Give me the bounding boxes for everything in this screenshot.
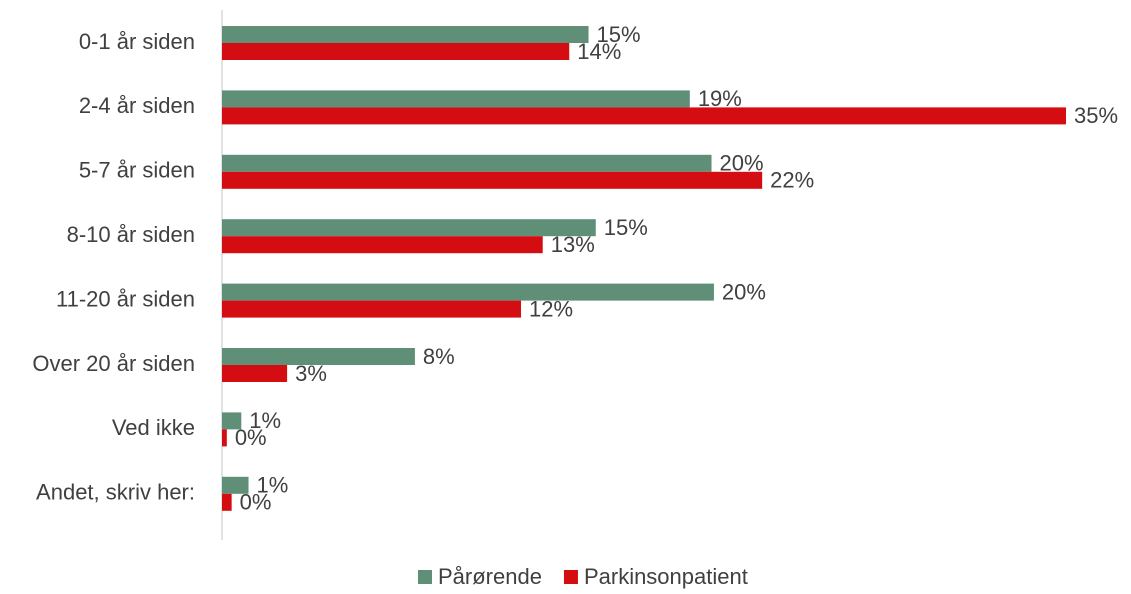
data-label: 3%: [295, 361, 327, 386]
legend-swatch: [418, 570, 432, 584]
y-tick-label: 0-1 år siden: [79, 29, 195, 54]
bar: [222, 300, 522, 318]
y-tick-label: Over 20 år siden: [32, 351, 195, 376]
bar: [222, 219, 596, 237]
legend-label: Pårørende: [438, 564, 542, 589]
bar: [222, 283, 714, 301]
y-tick-label: 2-4 år siden: [79, 93, 195, 118]
data-label: 19%: [698, 86, 742, 111]
bar: [222, 493, 232, 511]
data-label: 12%: [529, 296, 573, 321]
bar: [222, 154, 712, 172]
bar: [222, 43, 570, 60]
data-label: 0%: [235, 425, 267, 450]
data-label: 20%: [722, 279, 766, 304]
legend-label: Parkinsonpatient: [584, 564, 748, 589]
bar: [222, 107, 1066, 125]
y-tick-label: 11-20 år siden: [56, 286, 195, 311]
y-tick-label: Ved ikke: [112, 415, 195, 440]
y-tick-label: Andet, skriv her:: [36, 480, 195, 505]
data-label: 1%: [249, 408, 281, 433]
y-tick-label: 5-7 år siden: [79, 158, 195, 183]
data-label: 22%: [770, 168, 814, 193]
bar: [222, 171, 763, 189]
data-label: 13%: [551, 232, 595, 257]
y-tick-label: 8-10 år siden: [67, 222, 195, 247]
bar: [222, 348, 415, 365]
data-label: 20%: [720, 151, 764, 176]
bar: [222, 412, 242, 430]
data-label: 0%: [240, 490, 272, 515]
bar: [222, 236, 543, 254]
data-label: 14%: [577, 39, 621, 64]
data-label: 8%: [423, 344, 455, 369]
bar: [222, 365, 288, 382]
bar: [222, 90, 690, 108]
data-label: 35%: [1074, 103, 1118, 128]
legend-swatch: [563, 570, 578, 584]
bar: [222, 476, 249, 494]
bar: [222, 429, 227, 447]
data-label: 15%: [597, 22, 641, 47]
bar: [222, 26, 589, 43]
data-label: 15%: [604, 215, 648, 240]
data-label: 1%: [257, 473, 289, 498]
